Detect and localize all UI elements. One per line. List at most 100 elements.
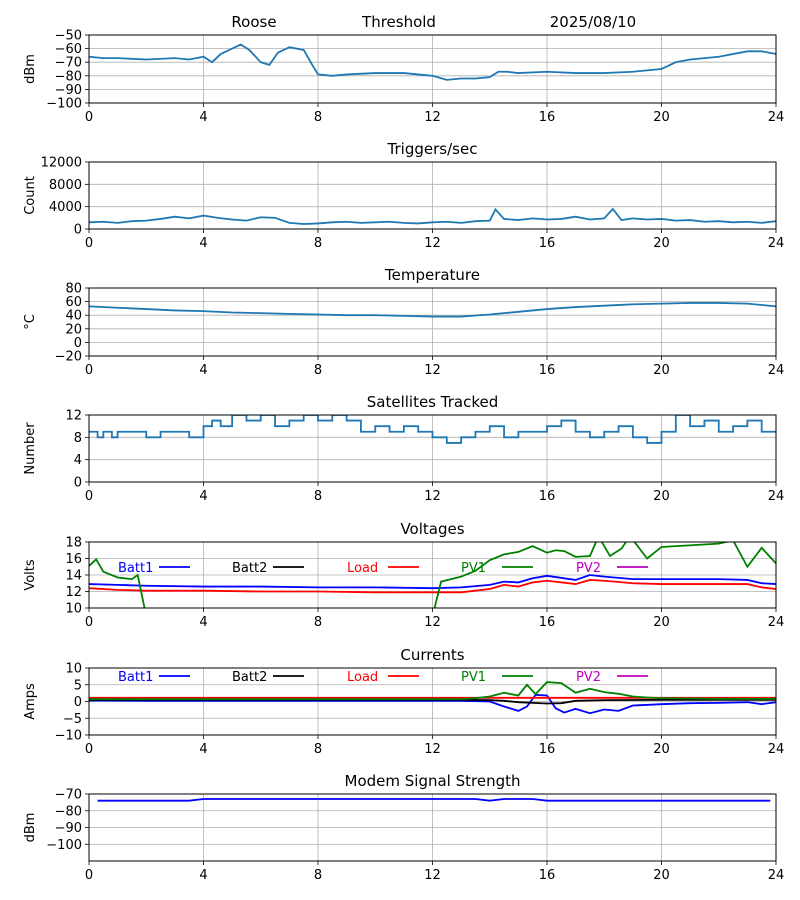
x-tick-label: 12 (424, 742, 441, 757)
series-line-triggers (89, 207, 776, 225)
x-tick-label: 4 (199, 615, 207, 630)
x-tick-label: 20 (653, 868, 670, 883)
chart-title: Temperature (384, 266, 480, 284)
y-tick-label: −90 (55, 821, 82, 836)
x-tick-label: 20 (653, 615, 670, 630)
y-axis-label: °C (23, 314, 38, 330)
y-tick-label: −70 (55, 56, 82, 71)
x-tick-label: 20 (653, 489, 670, 504)
header-date: 2025/08/10 (550, 13, 636, 31)
x-tick-label: 16 (539, 742, 556, 757)
y-tick-label: 8000 (49, 178, 82, 193)
x-tick-label: 12 (424, 363, 441, 378)
y-tick-label: 16 (65, 552, 82, 567)
x-tick-label: 20 (653, 236, 670, 251)
y-tick-label: 5 (74, 678, 82, 693)
x-tick-label: 8 (314, 615, 322, 630)
y-tick-label: 4 (74, 453, 82, 468)
series-line-batt1 (89, 574, 776, 590)
x-tick-label: 20 (653, 110, 670, 125)
chart-title: Voltages (400, 520, 464, 538)
x-tick-label: 8 (314, 742, 322, 757)
y-tick-label: 18 (65, 536, 82, 551)
x-tick-label: 8 (314, 363, 322, 378)
y-tick-label: 60 (65, 295, 82, 310)
series-line-batt1 (89, 693, 776, 715)
y-axis-label: Number (23, 422, 38, 475)
x-tick-label: 24 (768, 489, 785, 504)
x-tick-label: 0 (85, 742, 93, 757)
y-tick-label: −50 (55, 29, 82, 44)
x-tick-label: 4 (199, 489, 207, 504)
x-tick-label: 24 (768, 615, 785, 630)
x-tick-label: 12 (424, 489, 441, 504)
chart-title: Triggers/sec (387, 140, 478, 158)
series-line-rssi (89, 43, 776, 81)
y-tick-label: −70 (55, 788, 82, 803)
legend-label-batt2: Batt2 (232, 670, 267, 685)
chart-title: Currents (400, 646, 464, 664)
x-tick-label: 24 (768, 110, 785, 125)
y-tick-label: 10 (65, 602, 82, 617)
x-tick-label: 0 (85, 868, 93, 883)
legend-label-pv1: PV1 (461, 561, 486, 576)
header-site: Roose (231, 13, 276, 31)
series-line-satellites (89, 415, 776, 444)
panel-modem: 0 4 8 12 16 20 24 −70−80 −90 −100 Modem Signal Str… (23, 772, 784, 883)
x-tick-label: 0 (85, 236, 93, 251)
y-tick-label: 40 (65, 309, 82, 324)
x-tick-label: 8 (314, 868, 322, 883)
legend-label-pv2: PV2 (576, 670, 601, 685)
y-axis-label: dBm (23, 813, 38, 843)
y-tick-label: 4000 (49, 200, 82, 215)
x-tick-label: 24 (768, 868, 785, 883)
series-line-temperature (89, 302, 776, 318)
y-tick-label: 10 (65, 662, 82, 677)
y-axis-label: Volts (23, 559, 38, 591)
x-tick-label: 16 (539, 868, 556, 883)
y-axis-label: Count (23, 176, 38, 215)
series-line-pv1 (89, 542, 776, 608)
panel-satellites: 0 4 8 12 16 20 24 12 8 4 0 Satellites Tracked Number (23, 393, 784, 504)
series-line-modem (97, 798, 771, 802)
x-tick-label: 12 (424, 615, 441, 630)
x-tick-label: 16 (539, 110, 556, 125)
legend-label-batt2: Batt2 (232, 561, 267, 576)
y-tick-label: 12000 (41, 156, 82, 171)
legend-label-pv1: PV1 (461, 670, 486, 685)
chart-title: Modem Signal Strength (345, 772, 521, 790)
x-tick-label: 12 (424, 236, 441, 251)
x-tick-label: 24 (768, 742, 785, 757)
y-tick-label: −80 (55, 69, 82, 84)
x-tick-label: 8 (314, 489, 322, 504)
x-tick-label: 4 (199, 236, 207, 251)
x-tick-label: 12 (424, 110, 441, 125)
x-tick-label: 4 (199, 363, 207, 378)
y-tick-label: 0 (74, 476, 82, 491)
x-tick-label: 0 (85, 489, 93, 504)
y-tick-label: 8 (74, 431, 82, 446)
header: Roose Threshold 2025/08/10 (231, 13, 636, 31)
x-tick-label: 8 (314, 110, 322, 125)
y-tick-label: 0 (74, 695, 82, 710)
chart-title: Satellites Tracked (367, 393, 498, 411)
x-tick-label: 0 (85, 110, 93, 125)
y-tick-label: −60 (55, 42, 82, 57)
x-tick-label: 4 (199, 742, 207, 757)
x-tick-label: 24 (768, 236, 785, 251)
x-tick-label: 20 (653, 363, 670, 378)
x-tick-label: 8 (314, 236, 322, 251)
y-tick-label: 0 (74, 336, 82, 351)
legend-label-load: Load (347, 670, 378, 685)
y-tick-label: −5 (63, 712, 82, 727)
y-tick-label: 20 (65, 322, 82, 337)
header-trigger-mode: Threshold (361, 13, 436, 31)
x-tick-label: 4 (199, 868, 207, 883)
x-tick-label: 16 (539, 363, 556, 378)
y-tick-label: −10 (55, 729, 82, 744)
series-line-pv1 (89, 681, 776, 701)
x-tick-label: 24 (768, 363, 785, 378)
